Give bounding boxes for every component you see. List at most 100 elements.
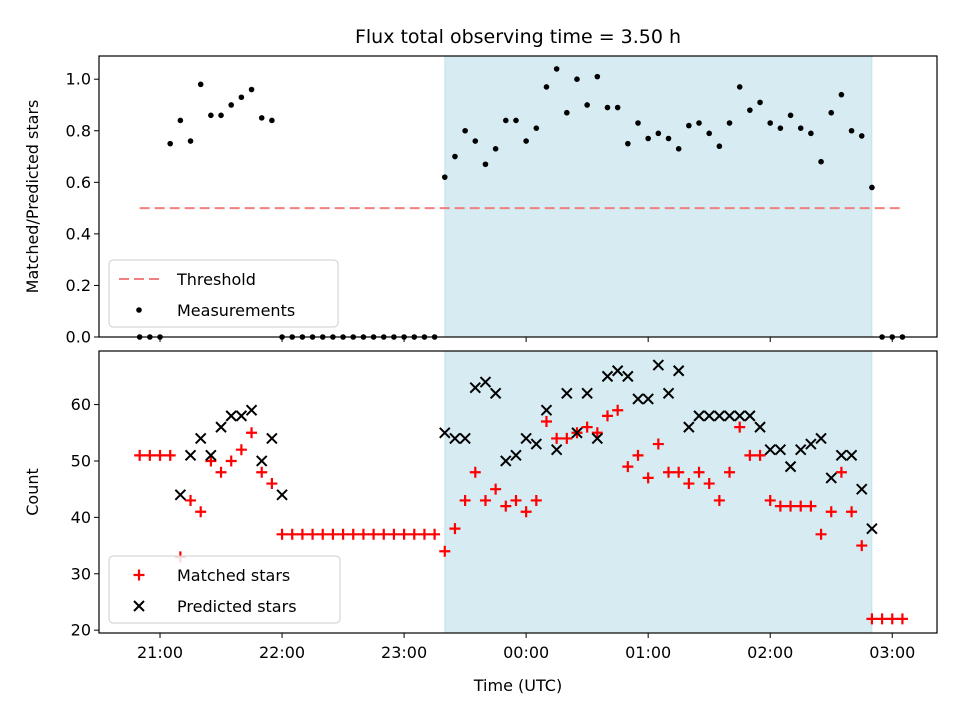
data-point	[683, 478, 695, 490]
panel-bottom: 20 30 40 50 60 21:00 22:00 23:00 00:00 01:00 02:00…	[23, 350, 938, 695]
data-point	[500, 455, 512, 467]
data-point	[429, 528, 441, 540]
data-point	[828, 109, 835, 116]
data-point	[808, 130, 814, 137]
data-point	[564, 109, 570, 116]
data-point	[723, 410, 736, 422]
data-point	[286, 528, 298, 540]
x-axis-label: Time (UTC)	[473, 676, 562, 695]
data-point	[479, 494, 491, 506]
series-measurements	[136, 66, 906, 340]
data-point	[744, 449, 756, 461]
x-tick-label: 02:00	[747, 643, 793, 662]
data-point	[724, 466, 736, 478]
data-point	[835, 449, 848, 462]
data-point	[632, 449, 644, 461]
data-point	[835, 466, 847, 478]
data-point	[500, 500, 512, 512]
data-point	[490, 483, 502, 495]
data-point	[510, 494, 522, 506]
data-point	[856, 540, 868, 552]
legend-label: Measurements	[177, 301, 295, 320]
y-axis-label: Count	[23, 468, 42, 516]
data-point	[235, 444, 247, 456]
x-tick-label: 01:00	[625, 643, 671, 662]
data-point	[764, 494, 776, 506]
data-point	[235, 410, 248, 422]
y-axis-label: Matched/Predicted stars	[23, 100, 42, 294]
data-point	[533, 125, 540, 131]
y-tick-label: 30	[71, 564, 91, 583]
data-point	[614, 104, 621, 111]
data-point	[693, 466, 705, 478]
data-point	[846, 506, 858, 518]
data-point	[622, 370, 634, 383]
data-point	[787, 112, 794, 119]
data-point	[154, 449, 166, 461]
data-point	[571, 427, 583, 439]
data-point	[856, 483, 868, 495]
data-point	[784, 460, 797, 473]
data-point	[238, 94, 245, 101]
data-point	[245, 404, 258, 416]
series-matched-stars	[134, 404, 908, 625]
data-point	[767, 120, 774, 126]
observing-window-band	[444, 55, 873, 338]
axes-frame	[98, 350, 938, 634]
data-point	[502, 117, 509, 124]
data-point	[795, 500, 807, 512]
data-point	[604, 104, 611, 111]
data-point	[665, 135, 672, 142]
data-point	[540, 404, 553, 416]
data-point	[713, 494, 725, 506]
data-point	[818, 158, 824, 165]
data-point	[368, 528, 380, 540]
chart-title: Flux total observing time = 3.50 h	[355, 26, 681, 48]
data-point	[581, 421, 593, 433]
data-point	[218, 112, 224, 119]
data-point	[205, 455, 217, 467]
data-point	[744, 410, 756, 422]
data-point	[248, 86, 255, 93]
series-predicted-stars	[174, 359, 878, 535]
data-point	[601, 410, 613, 422]
data-point	[347, 528, 359, 540]
data-point	[886, 613, 898, 625]
data-point	[675, 146, 682, 152]
data-point	[858, 133, 865, 139]
legend-marker	[136, 307, 142, 313]
data-point	[266, 432, 278, 445]
data-point	[734, 421, 746, 433]
data-point	[408, 528, 420, 540]
data-point	[215, 466, 227, 478]
data-point	[815, 432, 827, 445]
data-point	[489, 387, 502, 400]
data-point	[866, 613, 878, 625]
x-tick-label: 00:00	[503, 643, 549, 662]
x-tick-label: 21:00	[137, 643, 183, 662]
legend-label: Threshold	[176, 270, 256, 289]
data-point	[632, 393, 644, 405]
data-point	[785, 500, 797, 512]
data-point	[876, 613, 888, 625]
data-point	[696, 120, 702, 126]
data-point	[378, 528, 390, 540]
data-point	[553, 66, 560, 72]
legend-box	[108, 555, 341, 624]
data-point	[530, 494, 542, 506]
data-point	[208, 112, 214, 119]
data-point	[805, 438, 817, 450]
data-point	[184, 449, 197, 462]
data-point	[635, 120, 641, 126]
data-point	[307, 528, 319, 540]
y-tick-label: 40	[71, 508, 91, 527]
data-point	[144, 449, 156, 461]
data-point	[418, 528, 430, 540]
data-point	[167, 140, 173, 147]
legend: Threshold Measurements	[108, 259, 339, 328]
data-point	[530, 438, 543, 450]
data-point	[662, 387, 675, 400]
data-point	[896, 613, 908, 625]
y-tick-label: 0.2	[66, 276, 91, 295]
data-point	[513, 117, 519, 124]
